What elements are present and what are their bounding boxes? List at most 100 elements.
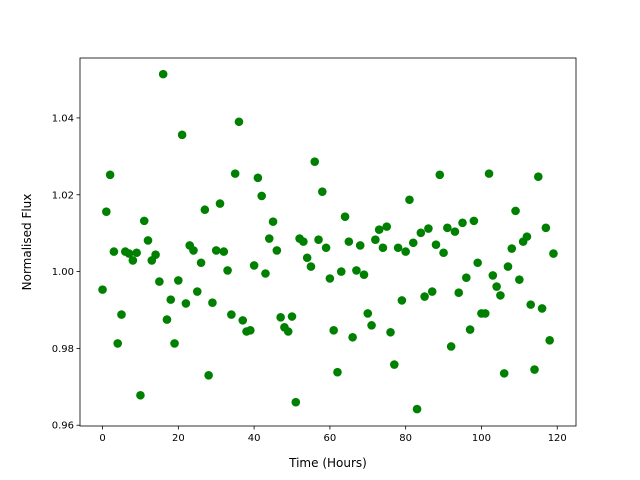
point xyxy=(136,390,145,400)
point xyxy=(427,287,437,296)
point xyxy=(469,216,479,226)
x-tick-label: 20 xyxy=(172,433,185,444)
point xyxy=(378,243,388,253)
point xyxy=(537,304,547,313)
point xyxy=(507,244,517,253)
point xyxy=(321,243,331,253)
point xyxy=(302,253,312,263)
point xyxy=(287,312,297,321)
point xyxy=(230,169,240,178)
point xyxy=(465,325,475,334)
point xyxy=(264,234,274,243)
point xyxy=(371,235,380,244)
point xyxy=(348,332,357,342)
point xyxy=(174,276,183,285)
point xyxy=(462,273,471,283)
point xyxy=(124,249,134,258)
point xyxy=(325,274,335,283)
point xyxy=(450,227,460,236)
point xyxy=(333,367,342,377)
y-tick-label: 1.00 xyxy=(52,267,74,278)
point xyxy=(443,223,452,233)
point xyxy=(405,195,414,205)
point xyxy=(492,282,501,291)
point xyxy=(458,218,467,228)
plot-frame xyxy=(79,57,577,427)
point xyxy=(393,243,403,253)
point xyxy=(189,246,198,255)
point xyxy=(291,397,301,407)
point xyxy=(283,327,293,336)
x-tick-label: 80 xyxy=(399,433,412,444)
point xyxy=(390,360,399,369)
point xyxy=(382,222,392,231)
point xyxy=(227,310,236,319)
point xyxy=(105,170,115,180)
point xyxy=(246,326,255,335)
point xyxy=(431,240,441,249)
point xyxy=(128,256,138,265)
point xyxy=(473,258,482,268)
x-axis-label: Time (Hours) xyxy=(288,456,367,470)
point xyxy=(249,261,259,270)
point xyxy=(318,187,327,196)
point xyxy=(200,205,210,215)
point xyxy=(435,170,445,180)
point xyxy=(143,236,153,245)
point xyxy=(446,342,456,351)
point xyxy=(223,266,232,275)
point xyxy=(541,223,551,233)
point xyxy=(439,248,448,258)
point xyxy=(355,241,365,250)
point xyxy=(170,339,179,348)
point xyxy=(113,339,123,348)
point xyxy=(314,235,323,244)
point xyxy=(386,327,395,337)
point xyxy=(268,217,278,226)
point xyxy=(496,291,505,300)
point xyxy=(336,267,346,276)
point xyxy=(257,191,266,201)
point xyxy=(416,228,426,238)
point xyxy=(363,309,373,318)
point xyxy=(522,232,532,241)
point xyxy=(367,321,376,330)
y-tick-label: 1.04 xyxy=(52,113,74,124)
x-tick-label: 120 xyxy=(548,433,567,444)
point xyxy=(401,247,410,256)
point xyxy=(272,246,282,255)
point xyxy=(261,269,270,278)
point xyxy=(211,246,221,255)
point xyxy=(139,216,149,226)
point xyxy=(196,258,206,268)
point xyxy=(329,326,338,335)
point xyxy=(208,298,217,307)
point xyxy=(397,296,407,305)
point xyxy=(549,249,558,258)
point xyxy=(132,248,141,258)
x-tick-label: 0 xyxy=(99,433,105,444)
point xyxy=(204,370,213,380)
point xyxy=(102,207,111,216)
y-tick-label: 0.98 xyxy=(52,344,74,355)
point xyxy=(234,117,244,127)
point xyxy=(484,169,494,178)
point xyxy=(299,237,308,246)
x-tick-label: 60 xyxy=(324,433,337,444)
point xyxy=(526,300,536,309)
point xyxy=(511,206,520,216)
point xyxy=(374,225,384,235)
point xyxy=(420,292,429,301)
point xyxy=(503,262,513,271)
point xyxy=(533,172,543,181)
point xyxy=(162,315,172,324)
point xyxy=(306,262,316,271)
point xyxy=(151,250,160,259)
point xyxy=(352,266,361,275)
point xyxy=(155,277,164,286)
point xyxy=(166,295,176,304)
point xyxy=(219,247,229,256)
point xyxy=(117,310,126,319)
point xyxy=(545,336,554,345)
